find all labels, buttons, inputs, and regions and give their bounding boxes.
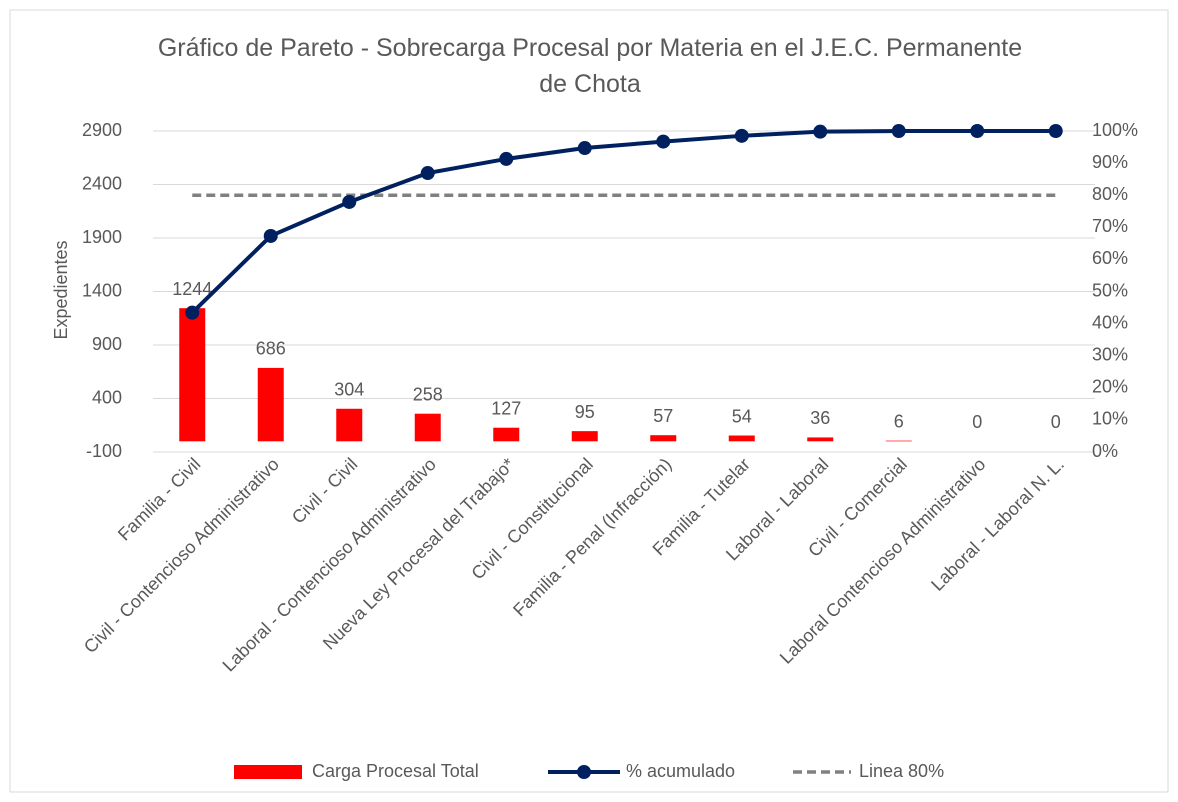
data-label: 1244 xyxy=(172,279,212,299)
y-tick-label: -100 xyxy=(86,441,122,461)
data-label: 686 xyxy=(256,339,286,359)
legend-marker xyxy=(577,765,591,779)
legend-label: Linea 80% xyxy=(859,761,944,781)
y2-tick-label: 30% xyxy=(1092,344,1128,364)
bar xyxy=(571,431,598,442)
bar xyxy=(257,367,284,442)
data-label: 0 xyxy=(972,412,982,432)
data-label: 54 xyxy=(732,406,752,426)
bar xyxy=(493,427,520,442)
y-tick-label: 1900 xyxy=(82,227,122,247)
bar xyxy=(728,435,755,442)
data-label: 95 xyxy=(575,402,595,422)
y2-tick-label: 50% xyxy=(1092,280,1128,300)
y2-tick-label: 70% xyxy=(1092,216,1128,236)
marker xyxy=(420,166,435,181)
marker xyxy=(342,194,357,209)
bar xyxy=(179,308,206,442)
bar xyxy=(414,413,441,442)
data-label: 304 xyxy=(334,380,364,400)
marker xyxy=(1048,124,1063,138)
bar xyxy=(807,437,834,442)
marker xyxy=(263,228,278,243)
data-label: 36 xyxy=(810,408,830,428)
y2-tick-label: 80% xyxy=(1092,184,1128,204)
y-tick-label: 1400 xyxy=(82,280,122,300)
y2-tick-label: 100% xyxy=(1092,120,1138,140)
bar xyxy=(336,408,363,442)
bar xyxy=(885,440,912,442)
y-axis-label: Expedientes xyxy=(51,240,71,339)
y-tick-label: 2900 xyxy=(82,120,122,140)
legend-label: % acumulado xyxy=(626,761,735,781)
marker xyxy=(656,134,671,149)
bar xyxy=(650,435,677,442)
marker xyxy=(734,128,749,143)
marker xyxy=(185,305,200,320)
chart-title: Gráfico de Pareto - Sobrecarga Procesal … xyxy=(157,34,1023,98)
marker xyxy=(499,151,514,166)
y2-tick-label: 90% xyxy=(1092,152,1128,172)
y2-tick-label: 20% xyxy=(1092,377,1128,397)
y-tick-label: 400 xyxy=(92,387,122,407)
data-label: 6 xyxy=(894,411,904,431)
marker xyxy=(891,124,906,138)
legend-swatch xyxy=(234,765,302,779)
y2-tick-label: 60% xyxy=(1092,248,1128,268)
legend-label: Carga Procesal Total xyxy=(312,761,479,781)
y2-tick-label: 0% xyxy=(1092,441,1118,461)
y-tick-label: 900 xyxy=(92,334,122,354)
data-label: 0 xyxy=(1051,412,1061,432)
marker xyxy=(577,141,592,156)
y2-tick-label: 10% xyxy=(1092,409,1128,429)
marker xyxy=(813,124,828,139)
data-label: 127 xyxy=(491,398,521,418)
marker xyxy=(970,124,985,138)
y2-tick-label: 40% xyxy=(1092,312,1128,332)
data-label: 57 xyxy=(653,406,673,426)
y-tick-label: 2400 xyxy=(82,173,122,193)
data-label: 258 xyxy=(413,384,443,404)
line xyxy=(190,129,1056,315)
